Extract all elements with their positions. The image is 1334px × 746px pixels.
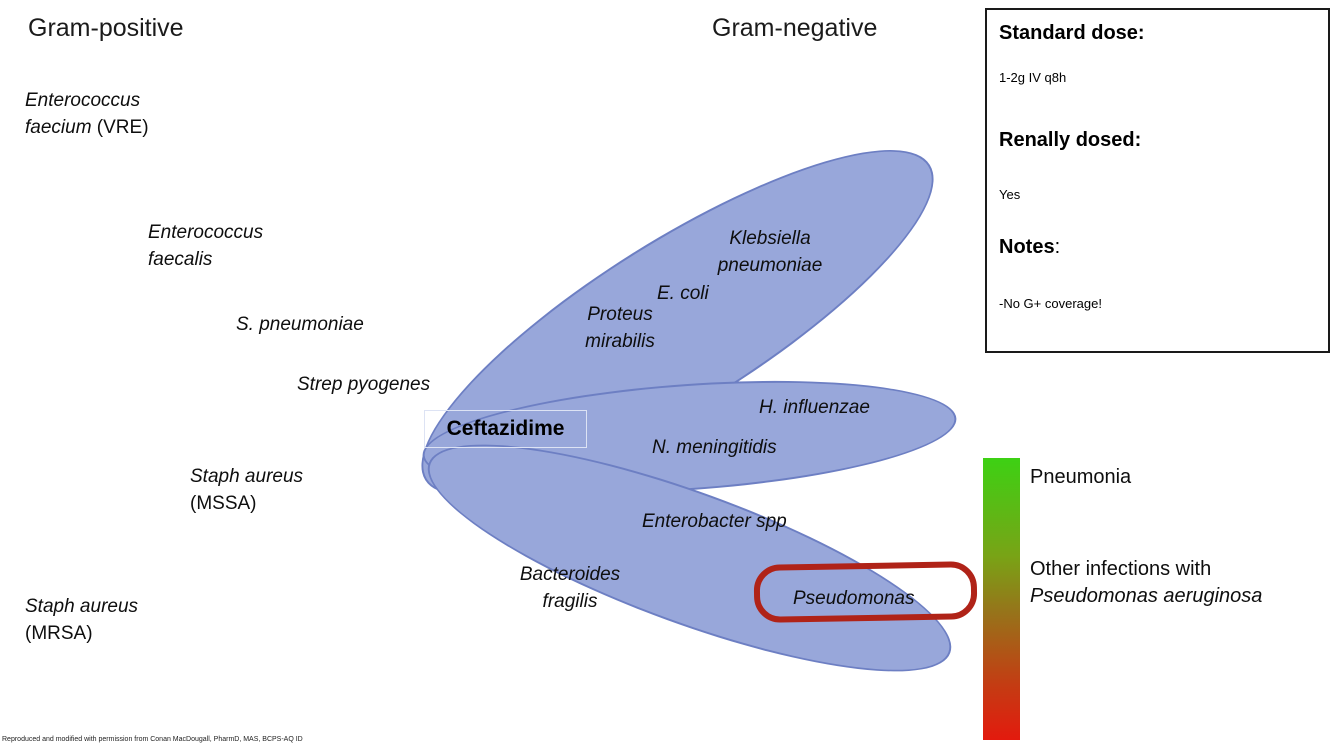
organism-name-line: Klebsiella xyxy=(729,228,811,249)
gram-positive-heading: Gram-positive xyxy=(28,14,184,42)
renally-dosed-value: Yes xyxy=(999,187,1021,202)
legend-label-line: Other infections with xyxy=(1030,558,1212,580)
organism-name-line: Enterococcus xyxy=(25,90,141,111)
organism-name-line: Staph aureus xyxy=(25,596,139,617)
organism-enterobacter-spp: Enterobacter spp xyxy=(642,511,787,532)
severity-gradient-bar xyxy=(983,458,1020,740)
notes-value: -No G+ coverage! xyxy=(999,296,1102,311)
organism-name-line: pneumoniae xyxy=(717,254,823,276)
gram-negative-heading: Gram-negative xyxy=(712,14,878,42)
organism-name-line: faecium xyxy=(25,116,92,138)
organism-n-meningitidis: N. meningitidis xyxy=(652,437,777,458)
organism-name-line: Enterococcus xyxy=(148,222,264,243)
organism-staph-aureus-mssa: Staph aureus (MSSA) xyxy=(190,464,303,517)
drug-name: Ceftazidime xyxy=(446,417,565,440)
renally-dosed-label: Renally dosed: xyxy=(999,129,1142,151)
organism-name-line: mirabilis xyxy=(585,330,655,352)
notes-label-text: Notes xyxy=(999,236,1055,258)
organism-name-suffix: (MRSA) xyxy=(25,622,93,644)
organism-enterococcus-faecalis: Enterococcus faecalis xyxy=(148,220,263,273)
notes-label-colon: : xyxy=(1054,236,1061,258)
organism-proteus-mirabilis: Proteus mirabilis xyxy=(565,302,675,355)
attribution-text: Reproduced and modified with permission … xyxy=(2,736,303,743)
drug-label-box: Ceftazidime xyxy=(424,410,587,448)
dosing-info-box: Standard dose: 1-2g IV q8h Renally dosed… xyxy=(985,8,1330,353)
organism-e-coli: E. coli xyxy=(657,283,709,304)
organism-enterococcus-faecium-vre: Enterococcus faecium (VRE) xyxy=(25,88,149,141)
organism-name-line: Proteus xyxy=(587,304,653,325)
organism-s-pneumoniae: S. pneumoniae xyxy=(236,314,364,335)
organism-name-line: Bacteroides xyxy=(519,564,621,585)
notes-label: Notes: xyxy=(999,236,1060,259)
legend-pneumonia-label: Pneumonia xyxy=(1030,466,1132,488)
legend-other-infections-label: Other infections with Pseudomonas aerugi… xyxy=(1030,556,1262,610)
organism-pseudomonas: Pseudomonas xyxy=(793,588,915,609)
standard-dose-value: 1-2g IV q8h xyxy=(999,70,1067,85)
organism-name-suffix: (VRE) xyxy=(91,116,149,138)
legend-label-organism: Pseudomonas aeruginosa xyxy=(1030,585,1263,607)
organism-name-line: Staph aureus xyxy=(190,466,304,487)
organism-strep-pyogenes: Strep pyogenes xyxy=(297,374,431,395)
organism-staph-aureus-mrsa: Staph aureus (MRSA) xyxy=(25,594,138,647)
organism-name-line: fragilis xyxy=(542,590,598,612)
organism-bacteroides-fragilis: Bacteroides fragilis xyxy=(515,562,625,615)
organism-h-influenzae: H. influenzae xyxy=(759,397,870,418)
pseudomonas-highlight-ring xyxy=(753,561,978,623)
organism-name-suffix: (MSSA) xyxy=(190,492,257,514)
organism-name-line: faecalis xyxy=(148,248,213,270)
standard-dose-label: Standard dose: xyxy=(999,22,1145,44)
organism-klebsiella-pneumoniae: Klebsiella pneumoniae xyxy=(690,226,850,279)
